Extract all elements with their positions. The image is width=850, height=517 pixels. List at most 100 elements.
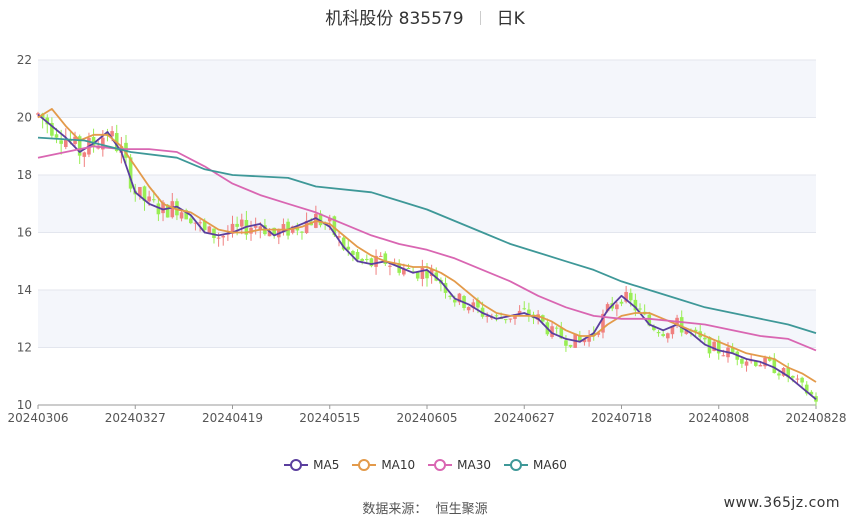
candle-down xyxy=(45,117,50,125)
candle-up xyxy=(374,255,378,267)
legend-item-ma60[interactable]: MA60 xyxy=(503,458,567,472)
candle-down xyxy=(184,210,188,220)
candle-down xyxy=(332,216,337,236)
candle-up xyxy=(221,235,226,238)
candle-up xyxy=(763,357,767,367)
x-tick-label: 20240327 xyxy=(105,411,166,425)
candle-down xyxy=(128,157,133,189)
candle-down xyxy=(351,251,355,255)
candle-down xyxy=(503,319,508,321)
candle-up xyxy=(304,220,309,234)
candle-up xyxy=(193,222,198,224)
candle-up xyxy=(517,310,522,315)
legend-label: MA30 xyxy=(457,458,492,472)
candle-down xyxy=(369,258,374,267)
candle-down xyxy=(786,367,791,378)
y-tick-label: 18 xyxy=(17,168,32,182)
candle-down xyxy=(397,263,402,273)
candle-down xyxy=(272,227,276,236)
candle-down xyxy=(633,299,638,311)
period-label: 日K xyxy=(496,9,525,29)
candle-up xyxy=(170,201,175,218)
candle-down xyxy=(772,358,777,374)
candle-up xyxy=(684,330,689,334)
candle-up xyxy=(230,223,235,234)
y-tick-label: 14 xyxy=(17,283,32,297)
y-tick-label: 12 xyxy=(17,341,32,355)
candle-up xyxy=(466,307,471,311)
candle-down xyxy=(165,204,170,218)
legend-item-ma30[interactable]: MA30 xyxy=(427,458,491,472)
candle-up xyxy=(712,341,716,351)
candle-up xyxy=(36,113,40,115)
candle-up xyxy=(110,131,114,137)
candle-down xyxy=(527,309,531,317)
candle-down xyxy=(656,331,661,334)
candle-up xyxy=(615,304,619,310)
candle-up xyxy=(258,226,263,230)
candle-up xyxy=(82,152,87,157)
candle-up xyxy=(582,339,587,343)
candle-down xyxy=(652,326,656,331)
source-value: 恒生聚源 xyxy=(435,502,488,517)
x-tick-label: 20240718 xyxy=(591,411,652,425)
ma-line-ma5 xyxy=(37,113,817,400)
candle-down xyxy=(151,199,156,201)
candle-down xyxy=(175,201,179,216)
candle-down xyxy=(142,186,147,202)
candle-up xyxy=(601,313,605,333)
x-tick-label: 20240627 xyxy=(494,411,555,425)
legend-swatch xyxy=(428,459,453,471)
candle-down xyxy=(346,246,351,250)
candle-down xyxy=(50,122,54,136)
candle-up xyxy=(587,335,591,342)
candle-down xyxy=(91,137,96,146)
chart-title: 机科股份 835579 日K xyxy=(0,4,850,29)
candle-down xyxy=(406,267,411,269)
candle-up xyxy=(239,219,244,227)
x-tick-label: 20240515 xyxy=(299,411,360,425)
candle-up xyxy=(420,267,425,279)
candle-down xyxy=(59,140,63,144)
candle-down xyxy=(716,340,721,354)
candle-down xyxy=(40,113,45,119)
candle-down xyxy=(494,315,499,317)
legend-item-ma10[interactable]: MA10 xyxy=(351,458,415,472)
candle-up xyxy=(147,196,151,202)
candle-up xyxy=(670,326,675,335)
candle-down xyxy=(564,340,568,346)
candle-up xyxy=(161,202,165,214)
candle-down xyxy=(189,218,193,224)
candle-down xyxy=(767,357,772,361)
candle-down xyxy=(355,251,360,260)
candle-up xyxy=(624,291,628,302)
candle-up xyxy=(327,218,332,222)
candle-up xyxy=(666,333,670,339)
title-separator xyxy=(479,11,481,25)
candle-down xyxy=(300,231,304,233)
candle-down xyxy=(364,258,369,260)
legend-swatch xyxy=(284,459,309,471)
candle-up xyxy=(596,332,601,335)
candle-up xyxy=(198,222,202,224)
candle-down xyxy=(591,332,596,336)
ma-line-ma60 xyxy=(37,136,817,334)
candle-down xyxy=(452,299,457,303)
source-label: 数据来源： xyxy=(362,502,428,517)
candle-up xyxy=(721,355,726,357)
candle-down xyxy=(578,335,582,341)
stock-name: 机科股份 835579 xyxy=(325,9,464,29)
legend: MA5 MA10 MA30 MA60 xyxy=(0,458,850,472)
candle-up xyxy=(267,231,272,237)
candle-down xyxy=(554,327,559,329)
candle-down xyxy=(448,295,452,297)
candle-up xyxy=(485,315,490,317)
candle-down xyxy=(804,384,809,394)
candle-up xyxy=(101,137,105,150)
x-tick-label: 20240419 xyxy=(202,411,263,425)
candle-down xyxy=(341,237,346,250)
candle-down xyxy=(202,220,207,230)
candle-down xyxy=(707,336,712,354)
legend-item-ma5[interactable]: MA5 xyxy=(283,458,339,472)
candle-up xyxy=(388,265,392,267)
